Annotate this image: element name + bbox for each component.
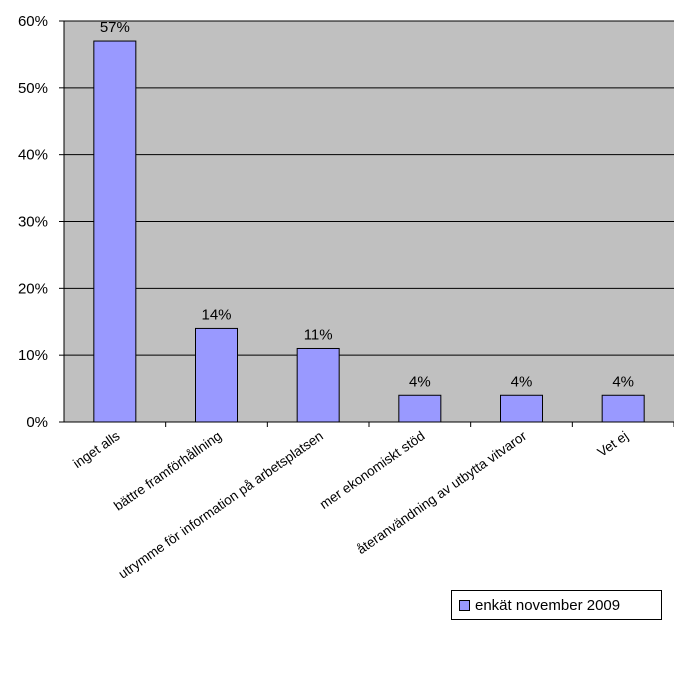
- x-tick-label: återanvändning av utbytta vitvaror: [354, 428, 530, 557]
- data-label: 4%: [409, 373, 431, 390]
- y-tick-label: 10%: [18, 347, 48, 364]
- data-labels: 57% 14% 11% 4% 4% 4%: [100, 19, 634, 390]
- bar: [93, 40, 137, 423]
- y-tick-labels: 0% 10% 20% 30% 40% 50% 60%: [18, 13, 48, 431]
- data-label: 4%: [511, 373, 533, 390]
- legend-label: enkät november 2009: [475, 596, 621, 614]
- data-label: 14%: [201, 306, 231, 323]
- x-tick-label: inget alls: [70, 428, 122, 471]
- y-tick-label: 30%: [18, 214, 48, 231]
- bars: [93, 40, 645, 423]
- y-tick-label: 60%: [18, 13, 48, 30]
- bar: [500, 394, 543, 423]
- data-label: 4%: [612, 373, 634, 390]
- bar: [398, 394, 442, 423]
- y-tick-label: 0%: [26, 414, 48, 431]
- x-tick-label: utrymme för information på arbetsplatsen: [116, 428, 326, 581]
- bar: [195, 327, 238, 423]
- x-tick-label: bättre framförhållning: [111, 428, 224, 513]
- bar: [601, 394, 645, 423]
- legend-swatch: [459, 599, 470, 611]
- y-tick-label: 20%: [18, 280, 48, 297]
- axes: [59, 20, 674, 427]
- gridlines: [64, 20, 674, 356]
- x-tick-label: Vet ej: [595, 428, 631, 460]
- y-tick-label: 40%: [18, 147, 48, 164]
- y-tick-label: 50%: [18, 80, 48, 97]
- legend: enkät november 2009: [451, 590, 662, 620]
- data-label: 11%: [304, 326, 333, 343]
- data-label: 57%: [100, 19, 130, 36]
- x-tick-label: mer ekonomiskt stöd: [317, 428, 428, 512]
- bar: [296, 347, 340, 423]
